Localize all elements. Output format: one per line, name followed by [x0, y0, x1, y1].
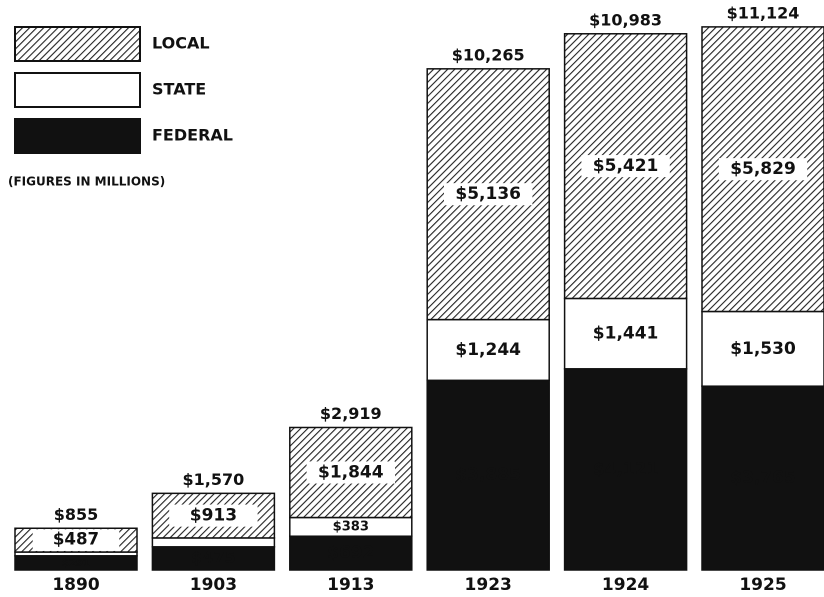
legend-label: FEDERAL [152, 126, 233, 145]
bar-segment [151, 537, 276, 548]
bar-segment [289, 535, 413, 571]
bar-segment [701, 310, 824, 387]
legend-label: LOCAL [152, 34, 210, 53]
value-label: $3,765 [730, 468, 796, 488]
label-bg [32, 529, 120, 551]
value-label: $1,244 [455, 340, 521, 360]
x-tick-label: 1903 [190, 575, 237, 595]
label-bg [581, 155, 670, 178]
total-label: $11,124 [727, 3, 800, 22]
x-tick-label: 1925 [739, 575, 786, 595]
x-tick-label: 1913 [327, 575, 374, 595]
value-label: $383 [333, 519, 369, 534]
legend-swatch [14, 118, 141, 154]
value-label: $3,885 [455, 465, 521, 485]
legend-swatch [14, 72, 141, 108]
value-label: $5,829 [730, 159, 796, 179]
label-bg [306, 461, 395, 484]
value-label: $913 [190, 506, 237, 526]
bar-segment [701, 385, 824, 571]
value-label: $4,121 [593, 459, 659, 479]
value-label: $692 [327, 543, 374, 563]
total-label: $2,919 [320, 404, 382, 423]
value-label: $487 [53, 530, 99, 549]
label-bg [444, 183, 533, 206]
value-label: $5,136 [455, 184, 521, 204]
value-label: $291 [62, 558, 90, 569]
bar-segment [563, 297, 688, 370]
x-tick-label: 1924 [602, 575, 649, 595]
bar-segment [426, 318, 550, 382]
total-label: $10,983 [589, 10, 662, 29]
total-label: $855 [54, 505, 99, 524]
label-bg [718, 158, 808, 181]
bar-segment [563, 368, 688, 571]
note: (FIGURES IN MILLIONS) [8, 175, 165, 189]
x-tick-label: 1890 [52, 575, 99, 595]
legend-label: STATE [152, 80, 206, 99]
value-label: $475 [191, 548, 236, 567]
legend-swatch [14, 26, 141, 62]
label-bg [169, 504, 258, 527]
x-tick-label: 1923 [465, 575, 512, 595]
value-label: $1,530 [730, 339, 796, 359]
total-label: $10,265 [452, 45, 525, 64]
total-label: $1,570 [183, 470, 245, 489]
value-label: $1,844 [318, 463, 384, 483]
value-label: $1,441 [593, 324, 659, 344]
value-label: $5,421 [593, 156, 659, 176]
bar-segment [426, 379, 550, 571]
